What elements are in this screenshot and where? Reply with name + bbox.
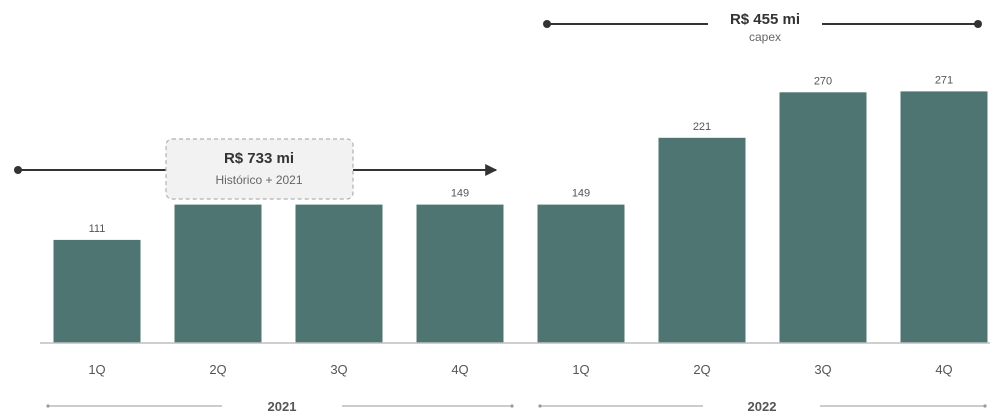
bar bbox=[537, 204, 625, 343]
x-tick-label: 4Q bbox=[451, 362, 468, 377]
x-tick-label: 3Q bbox=[814, 362, 831, 377]
x-tick-label: 1Q bbox=[88, 362, 105, 377]
bar bbox=[900, 91, 988, 344]
bar-value-label: 221 bbox=[693, 121, 711, 133]
capex-2022-span: R$ 455 mi capex bbox=[543, 11, 982, 44]
bar-value-label: 270 bbox=[814, 75, 832, 87]
bars-layer: 1111Q1492Q1493Q1494Q1491Q2212Q2703Q2714Q bbox=[53, 74, 988, 377]
bar bbox=[416, 204, 504, 343]
capex-2022-value: R$ 455 mi bbox=[730, 11, 800, 28]
capex-2022-label: capex bbox=[749, 30, 781, 44]
x-tick-label: 2Q bbox=[209, 362, 226, 377]
bar bbox=[658, 137, 746, 343]
year-2021-label: 2021 bbox=[268, 399, 297, 414]
historic-2021-span: R$ 733 mi Histórico + 2021 bbox=[14, 138, 498, 200]
bar-value-label: 149 bbox=[451, 188, 469, 200]
x-tick-label: 3Q bbox=[330, 362, 347, 377]
historic-2021-value: R$ 733 mi bbox=[224, 150, 294, 167]
bar-value-label: 271 bbox=[935, 74, 953, 86]
bar bbox=[174, 204, 262, 343]
year-group-2021: 2021 bbox=[46, 399, 514, 414]
bar-value-label: 111 bbox=[89, 223, 106, 235]
bar bbox=[53, 239, 141, 343]
x-tick-label: 4Q bbox=[935, 362, 952, 377]
x-tick-label: 2Q bbox=[693, 362, 710, 377]
year-group-2022: 2022 bbox=[538, 399, 987, 414]
x-tick-label: 1Q bbox=[572, 362, 589, 377]
bar-value-label: 149 bbox=[572, 188, 590, 200]
historic-box bbox=[165, 138, 354, 200]
bar bbox=[295, 204, 383, 343]
bar bbox=[779, 92, 867, 343]
year-2022-label: 2022 bbox=[748, 399, 777, 414]
historic-2021-label: Histórico + 2021 bbox=[215, 173, 302, 187]
